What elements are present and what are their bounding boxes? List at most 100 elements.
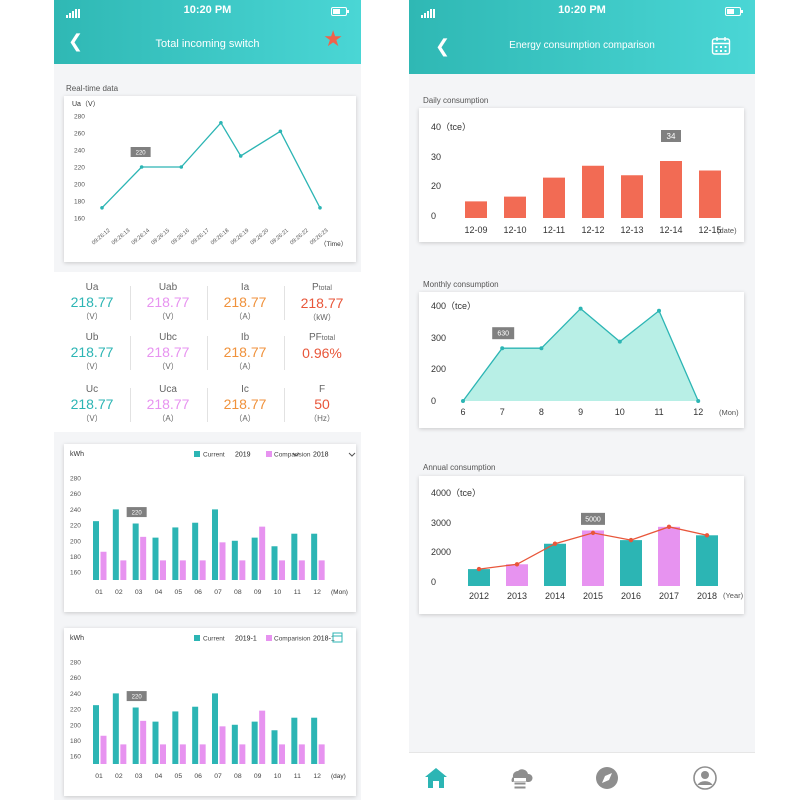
x-tick-label: 12-10 [503, 225, 526, 235]
x-tick-label: 8 [539, 407, 544, 417]
legend-comparison-label: Comparision [274, 452, 311, 459]
bar-comparison [298, 560, 305, 580]
legend-comparison-swatch [266, 451, 272, 457]
data-point [238, 154, 243, 158]
stat-unit: （V） [157, 312, 179, 321]
bar-current [172, 527, 179, 580]
bar [699, 170, 721, 218]
stat-value: 218.77 [300, 295, 344, 311]
bar-comparison [239, 560, 246, 580]
stat-name: Ub [85, 332, 99, 343]
stat-value: 218.77 [223, 344, 267, 360]
x-tick-label: 12-13 [620, 225, 643, 235]
stat-ubc: Ubc 218.77 （V） [130, 332, 206, 372]
tooltip-bg [661, 130, 681, 142]
x-tick-label: 2015 [583, 591, 603, 601]
x-tick-label: 06 [194, 589, 202, 596]
star-icon[interactable]: ★ [323, 26, 343, 51]
stat-column-divider [284, 388, 285, 422]
stat-name: Uc [85, 384, 99, 395]
bar [620, 540, 642, 586]
y-tick-label: 280 [70, 660, 81, 667]
bar-comparison [298, 744, 305, 764]
home-icon[interactable] [423, 765, 449, 791]
x-tick-label: 7 [500, 407, 505, 417]
bar-current [251, 721, 258, 764]
x-axis-unit: (day) [331, 773, 346, 780]
stat-value: 218.77 [146, 294, 190, 310]
y-tick-label: 260 [74, 131, 85, 138]
x-tick-label: 09:26:22 [289, 228, 310, 247]
page-title: Energy consumption comparison [509, 40, 655, 51]
compass-icon[interactable] [594, 765, 620, 791]
status-bar: 10:20 PM [409, 3, 755, 18]
left-phone-screen: 10:20 PM ❮ Total incoming switch ★ Real-… [54, 0, 361, 800]
x-tick-label: 09 [254, 773, 262, 780]
data-point [617, 339, 622, 344]
tooltip-label: 5000 [585, 516, 601, 523]
stat-name: F [318, 384, 326, 395]
tooltip-label: 220 [136, 151, 147, 157]
tooltip-label: 630 [497, 331, 509, 338]
x-tick-label: 2018 [697, 591, 717, 601]
stat-name: Ic [241, 384, 249, 395]
monthly-kwh-bar-chart: kWh 160 180 200 220 240 260 280 Current 2019 Compa… [70, 451, 356, 596]
bar-comparison [120, 560, 127, 580]
stat-name: PFtotal [308, 332, 335, 343]
calendar-icon[interactable] [711, 36, 731, 56]
data-point [318, 206, 322, 210]
y-tick-label: 4000（tce） [431, 488, 481, 498]
bar-current [291, 533, 298, 580]
x-tick-label: 10 [274, 773, 282, 780]
y-tick-label: 2000 [431, 547, 451, 557]
bar-comparison [219, 542, 226, 580]
profile-icon[interactable] [692, 765, 718, 791]
x-tick-label: 08 [234, 589, 242, 596]
data-point [578, 306, 583, 311]
x-axis-unit: （Time） [320, 240, 347, 248]
x-tick-label: 09:26:21 [269, 228, 290, 247]
back-chevron-icon[interactable]: ❮ [435, 36, 451, 56]
stat-column-divider [284, 286, 285, 320]
stat-uc: Uc 218.77 （V） [54, 384, 130, 424]
legend-comparison-label: Comparision [274, 636, 311, 643]
y-tick-label: 0 [431, 577, 436, 587]
status-time: 10:20 PM [558, 4, 606, 16]
y-tick-label: 220 [70, 523, 81, 530]
stat-ua: Ua 218.77 （V） [54, 282, 130, 322]
bar-current [192, 706, 199, 764]
tooltip-bg [126, 691, 147, 702]
bar-comparison [259, 526, 266, 580]
x-tick-label: 04 [155, 773, 163, 780]
x-tick-label: 09:26:14 [131, 228, 152, 247]
legend-current-swatch [194, 451, 200, 457]
bar [468, 569, 490, 586]
y-tick-label: 280 [70, 476, 81, 483]
x-tick-label: 06 [194, 773, 202, 780]
bar-current [172, 711, 179, 764]
x-tick-label: 12-11 [543, 225, 565, 235]
bar-comparison [179, 560, 186, 580]
legend-current-value: 2019 [235, 452, 251, 459]
stat-name: Ib [240, 332, 250, 343]
realtime-label: Real-time data [66, 84, 119, 93]
x-tick-label: 12-14 [659, 225, 682, 235]
bar-comparison [279, 560, 285, 580]
legend-current-label: Current [203, 452, 225, 459]
data-point [500, 346, 505, 351]
stat-ia: Ia 218.77 （A） [207, 282, 283, 322]
cloud-server-icon[interactable] [507, 765, 533, 791]
stat-column-divider [207, 286, 208, 320]
y-tick-label: 160 [70, 754, 81, 761]
bottom-nav [409, 752, 755, 800]
tooltip-bg [130, 147, 151, 157]
right-phone-screen: 10:20 PM ❮ Energy consumption comparison… [409, 0, 755, 800]
bar-current [212, 509, 218, 580]
back-chevron-icon[interactable]: ❮ [68, 31, 84, 51]
stat-value: 218.77 [146, 344, 190, 360]
annual-consumption-label: Annual consumption [423, 463, 496, 472]
x-tick-label: 09:26:16 [170, 228, 191, 247]
x-tick-label: 09 [254, 589, 262, 596]
y-tick-label: 200 [431, 364, 446, 374]
stat-pftotal: PFtotal 0.96% [284, 332, 360, 362]
